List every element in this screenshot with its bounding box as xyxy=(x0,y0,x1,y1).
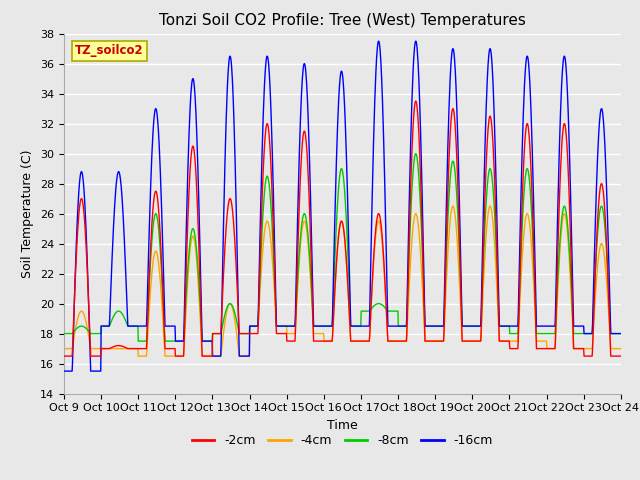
Y-axis label: Soil Temperature (C): Soil Temperature (C) xyxy=(22,149,35,278)
X-axis label: Time: Time xyxy=(327,419,358,432)
Text: TZ_soilco2: TZ_soilco2 xyxy=(75,44,144,58)
Legend: -2cm, -4cm, -8cm, -16cm: -2cm, -4cm, -8cm, -16cm xyxy=(187,429,498,452)
Title: Tonzi Soil CO2 Profile: Tree (West) Temperatures: Tonzi Soil CO2 Profile: Tree (West) Temp… xyxy=(159,13,526,28)
